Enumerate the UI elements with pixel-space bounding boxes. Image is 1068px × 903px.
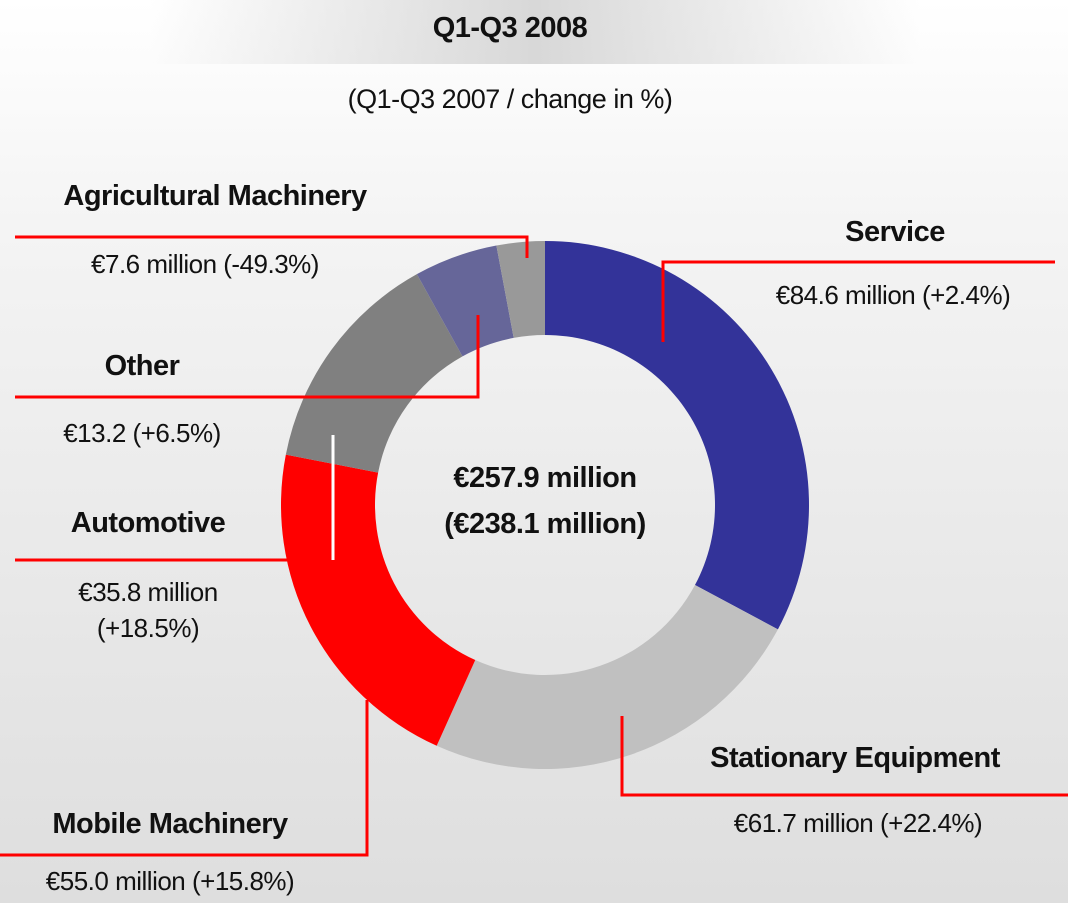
- leader-line: [0, 700, 369, 857]
- chart-subtitle: (Q1-Q3 2007 / change in %): [347, 84, 673, 114]
- center-sublabel: (€238.1 million): [444, 508, 646, 540]
- category-label: Automotive: [70, 507, 226, 539]
- category-label: Stationary Equipment: [710, 742, 1000, 774]
- value-label: €84.6 million (+2.4%): [775, 280, 1011, 310]
- category-label: Service: [845, 216, 945, 248]
- leader-line: [661, 260, 1055, 342]
- value-label: €13.2 (+6.5%): [63, 418, 221, 448]
- value-label: €61.7 million (+22.4%): [733, 808, 983, 838]
- category-label: Other: [104, 350, 180, 382]
- donut-segment: [496, 241, 545, 338]
- chart-title: Q1-Q3 2008: [432, 12, 588, 44]
- donut-segment: [436, 585, 778, 770]
- category-label: Agricultural Machinery: [63, 180, 367, 212]
- donut-segment: [285, 274, 463, 473]
- leader-line: [620, 716, 1068, 797]
- category-label: Mobile Machinery: [52, 808, 288, 840]
- value-label: €35.8 million (+18.5%): [78, 577, 218, 643]
- donut-segment: [281, 454, 476, 746]
- leader-line: [15, 315, 480, 399]
- donut-segment: [545, 241, 810, 630]
- center-label: €257.9 million: [453, 462, 637, 494]
- donut-segment: [416, 245, 514, 357]
- value-label: €7.6 million (-49.3%): [91, 249, 319, 279]
- leader-line: [15, 235, 529, 258]
- value-label: €55.0 million (+15.8%): [45, 866, 295, 896]
- title-bar: [150, 0, 920, 64]
